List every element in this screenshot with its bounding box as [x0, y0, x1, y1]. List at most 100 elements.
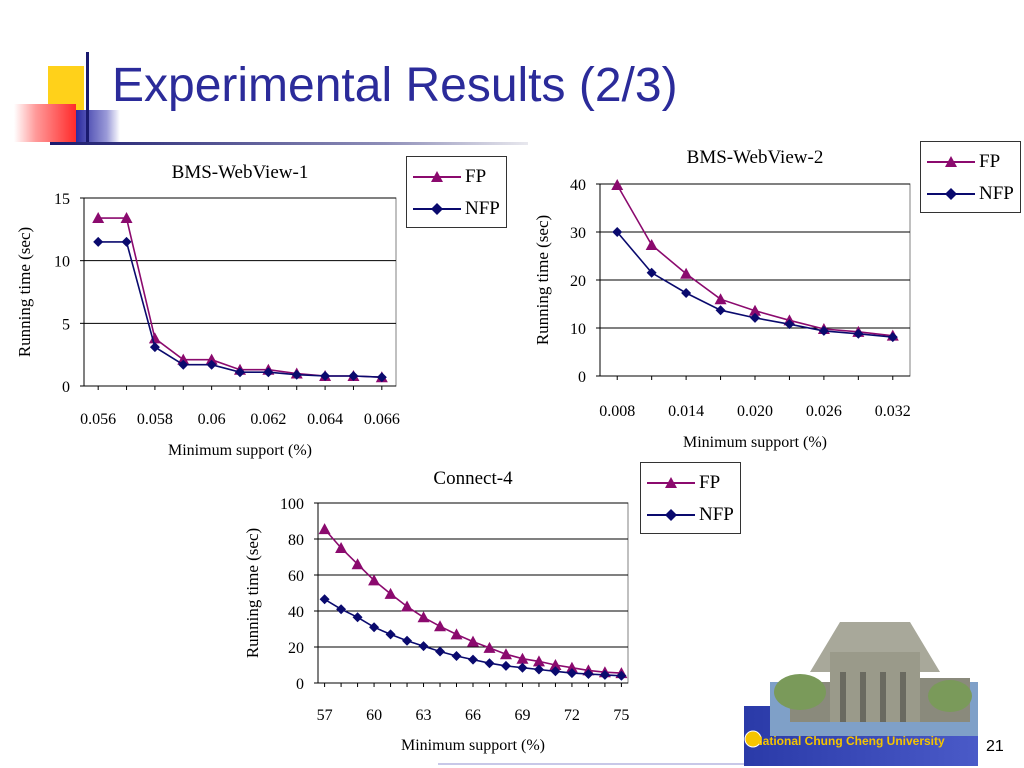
chart-title: Connect-4	[433, 468, 513, 489]
title-decoration-blue-block	[76, 110, 120, 142]
x-tick-label: 63	[416, 707, 432, 724]
slide-title: Experimental Results (2/3)	[112, 59, 678, 112]
data-point-fp	[351, 558, 364, 570]
fp-triangle-marker-icon	[927, 156, 975, 167]
data-point-fp	[368, 574, 381, 586]
y-tick-label: 60	[288, 568, 304, 585]
data-point-nfp	[681, 287, 692, 298]
x-tick-label: 0.066	[364, 411, 400, 428]
plot-area	[83, 197, 397, 387]
x-tick-label: 60	[366, 707, 382, 724]
legend-bms-webview-2: FP NFP	[920, 141, 1021, 213]
data-point-fp	[92, 212, 105, 224]
y-tick-label: 0	[296, 676, 304, 693]
title-decoration-vertical-line	[86, 52, 89, 144]
x-axis-label: Minimum support (%)	[683, 434, 827, 451]
x-axis-label: Minimum support (%)	[168, 442, 312, 459]
legend-bms-webview-1: FP NFP	[406, 156, 507, 228]
x-tick-label: 0.064	[307, 411, 343, 428]
x-tick-label: 57	[317, 707, 333, 724]
y-tick-label: 15	[54, 191, 70, 208]
data-point-nfp	[887, 332, 898, 343]
data-point-nfp	[352, 612, 363, 623]
data-point-nfp	[612, 227, 623, 237]
data-point-fp	[565, 661, 578, 673]
chart-title: BMS-WebView-1	[172, 162, 309, 183]
legend-entry-fp: FP	[927, 146, 1014, 178]
y-tick-label: 100	[280, 496, 304, 513]
x-tick-label: 0.008	[599, 403, 635, 420]
y-axis-label: Running time (sec)	[15, 227, 34, 357]
data-point-nfp	[818, 325, 829, 336]
data-point-nfp	[93, 236, 104, 247]
y-tick-label: 20	[570, 273, 586, 290]
x-tick-label: 0.058	[137, 411, 173, 428]
x-tick-label: 66	[465, 707, 481, 724]
chart-title: BMS-WebView-2	[687, 147, 824, 168]
data-point-fp	[205, 353, 218, 365]
data-point-nfp	[121, 236, 132, 247]
legend-label-nfp: NFP	[979, 183, 1014, 204]
data-point-fp	[318, 523, 331, 535]
data-point-nfp	[206, 359, 217, 370]
data-point-fp	[148, 332, 161, 344]
data-point-nfp	[484, 658, 495, 669]
data-point-nfp	[750, 312, 760, 323]
legend-entry-nfp: NFP	[413, 193, 500, 225]
data-point-nfp	[517, 662, 528, 673]
legend-connect-4: FP NFP	[640, 462, 741, 534]
x-tick-label: 0.014	[668, 403, 704, 420]
legend-entry-nfp: NFP	[927, 178, 1014, 210]
legend-label-nfp: NFP	[699, 504, 734, 525]
data-point-nfp	[853, 328, 864, 339]
data-point-nfp	[533, 664, 544, 675]
x-tick-label: 0.062	[250, 411, 286, 428]
data-point-fp	[749, 304, 761, 316]
data-point-nfp	[435, 646, 446, 657]
data-point-nfp	[178, 359, 189, 370]
data-point-fp	[499, 648, 512, 660]
title-underline	[50, 142, 528, 145]
y-tick-label: 80	[288, 532, 304, 549]
data-point-nfp	[418, 641, 429, 652]
x-tick-label: 0.06	[198, 411, 226, 428]
data-point-nfp	[320, 370, 331, 381]
data-point-nfp	[376, 372, 387, 383]
data-point-fp	[417, 611, 430, 623]
legend-entry-fp: FP	[413, 161, 500, 193]
data-point-nfp	[402, 635, 413, 646]
data-point-fp	[384, 587, 397, 599]
data-point-nfp	[715, 305, 726, 316]
data-point-nfp	[319, 594, 330, 605]
plot-area	[317, 502, 629, 684]
data-point-nfp	[583, 669, 594, 679]
x-tick-label: 72	[564, 707, 580, 724]
university-name: National Chung Cheng University	[754, 734, 945, 748]
data-point-nfp	[468, 654, 478, 665]
data-point-fp	[714, 293, 727, 305]
data-point-fp	[645, 238, 658, 250]
y-axis-label: Running time (sec)	[243, 528, 262, 658]
legend-label-fp: FP	[979, 151, 1001, 172]
data-point-nfp	[566, 668, 577, 679]
data-point-nfp	[235, 367, 245, 378]
data-point-nfp	[451, 651, 462, 661]
y-tick-label: 40	[570, 177, 586, 194]
y-tick-label: 30	[570, 225, 586, 242]
data-point-fp	[335, 542, 348, 553]
y-tick-label: 10	[570, 321, 586, 338]
data-point-nfp	[348, 370, 359, 381]
footer-line	[438, 763, 744, 765]
data-point-nfp	[369, 622, 380, 633]
data-point-fp	[532, 655, 545, 667]
x-tick-label: 69	[514, 707, 530, 724]
x-tick-label: 0.032	[875, 403, 911, 420]
y-tick-label: 10	[54, 254, 70, 271]
legend-entry-nfp: NFP	[647, 499, 734, 531]
university-logo-icon	[744, 730, 762, 748]
x-axis-label: Minimum support (%)	[401, 737, 545, 754]
data-point-fp	[611, 178, 624, 190]
data-point-nfp	[550, 666, 561, 677]
legend-entry-fp: FP	[647, 467, 734, 499]
